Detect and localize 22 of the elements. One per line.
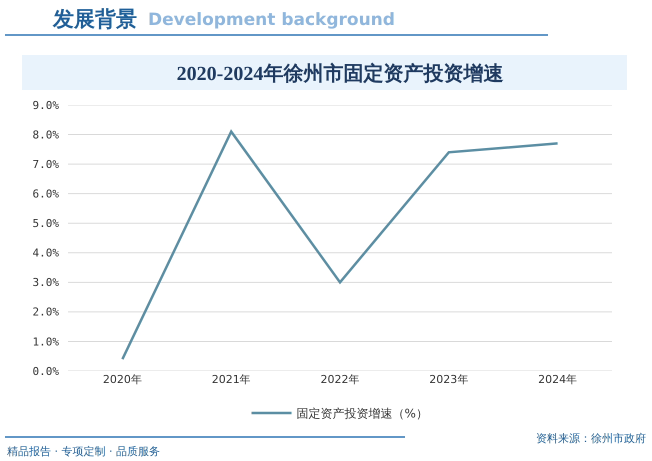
y-tick-label: 5.0% (32, 217, 60, 230)
y-tick-label: 3.0% (32, 276, 60, 290)
x-tick-label: 2022年 (320, 373, 360, 386)
x-tick-label: 2021年 (212, 373, 251, 386)
text: 资料来源：徐州市政府 (536, 432, 646, 445)
x-tick-label: 2020年 (102, 373, 142, 386)
y-tick-label: 2.0% (32, 306, 60, 319)
x-tick-label: 2024年 (538, 373, 578, 386)
x-tick-label: 2023年 (429, 373, 468, 386)
y-tick-label: 4.0% (32, 246, 60, 260)
y-tick-label: 9.0% (32, 98, 60, 112)
text: 精品报告 · 专项定制 · 品质服务 (7, 445, 160, 458)
y-tick-label: 1.0% (32, 335, 60, 348)
text: Development background (148, 10, 395, 30)
y-tick-label: 0.0% (32, 364, 60, 378)
line-series (121, 130, 559, 360)
legend-label: 固定资产投资增速（%） (296, 406, 428, 421)
y-tick-label: 8.0% (32, 128, 60, 142)
y-tick-label: 7.0% (32, 158, 60, 171)
y-tick-label: 6.0% (32, 188, 60, 201)
chart-title: 2020-2024年徐州市固定资产投资增速 (176, 62, 504, 85)
text: 发展背景 (52, 7, 137, 31)
